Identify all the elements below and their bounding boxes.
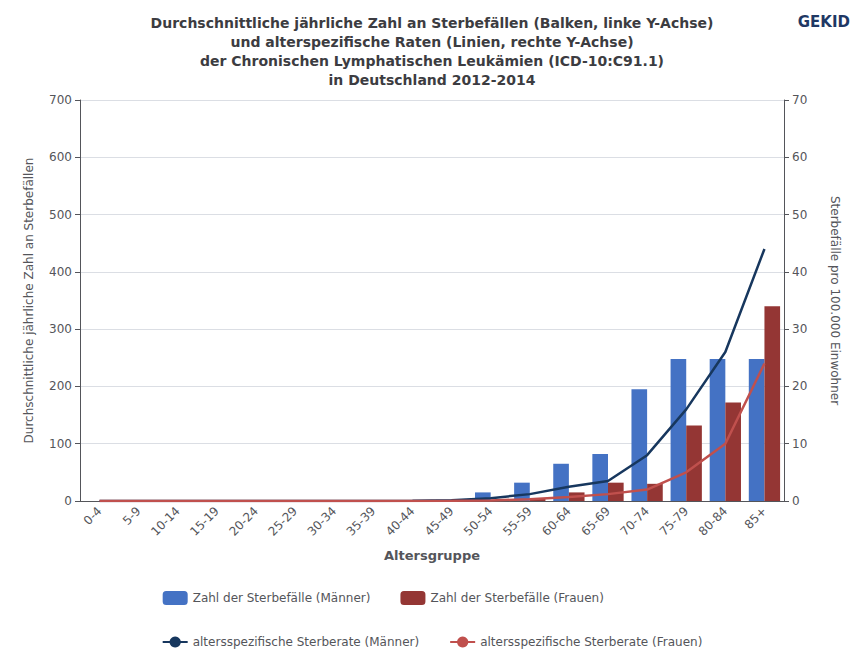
svg-text:400: 400 [49,265,72,279]
svg-text:15-19: 15-19 [187,504,222,539]
svg-text:30: 30 [792,322,807,336]
svg-text:Zahl der Sterbefälle (Frauen): Zahl der Sterbefälle (Frauen) [430,591,603,605]
svg-text:70: 70 [792,93,807,107]
svg-text:80-84: 80-84 [696,504,731,539]
svg-text:40: 40 [792,265,807,279]
svg-text:75-79: 75-79 [657,504,692,539]
svg-text:200: 200 [49,379,72,393]
svg-text:70-74: 70-74 [618,504,653,539]
svg-text:Durchschnittliche jährliche Za: Durchschnittliche jährliche Zahl an Ster… [22,158,36,444]
svg-text:der Chronischen Lymphatischen: der Chronischen Lymphatischen Leukämien … [200,53,664,69]
svg-text:0-4: 0-4 [81,504,105,528]
svg-text:5-9: 5-9 [120,504,144,528]
svg-text:GEKID: GEKID [798,13,850,31]
svg-text:60-64: 60-64 [539,504,574,539]
svg-text:20: 20 [792,379,807,393]
svg-text:500: 500 [49,208,72,222]
svg-text:60: 60 [792,150,807,164]
svg-text:0: 0 [64,494,72,508]
svg-text:0: 0 [792,494,800,508]
svg-text:10-14: 10-14 [148,504,183,539]
svg-text:55-59: 55-59 [500,504,535,539]
svg-text:700: 700 [49,93,72,107]
svg-text:25-29: 25-29 [266,504,301,539]
svg-text:35-39: 35-39 [344,504,379,539]
svg-text:85+: 85+ [742,504,770,532]
svg-text:300: 300 [49,322,72,336]
svg-text:Altersgruppe: Altersgruppe [384,548,480,563]
svg-text:45-49: 45-49 [422,504,457,539]
svg-text:600: 600 [49,150,72,164]
svg-text:30-34: 30-34 [305,504,340,539]
svg-text:altersspezifische Sterberate (: altersspezifische Sterberate (Frauen) [480,635,702,649]
svg-text:Durchschnittliche jährliche Za: Durchschnittliche jährliche Zahl an Ster… [151,15,714,31]
svg-text:Zahl der Sterbefälle (Männer): Zahl der Sterbefälle (Männer) [193,591,371,605]
svg-text:in Deutschland 2012-2014: in Deutschland 2012-2014 [329,72,536,88]
svg-text:Sterbefälle pro 100.000 Einwoh: Sterbefälle pro 100.000 Einwohner [828,196,842,405]
svg-text:100: 100 [49,437,72,451]
svg-text:altersspezifische Sterberate (: altersspezifische Sterberate (Männer) [193,635,419,649]
svg-text:50-54: 50-54 [461,504,496,539]
svg-text:und alterspezifische Raten (Li: und alterspezifische Raten (Linien, rech… [230,34,633,50]
svg-text:65-69: 65-69 [578,504,613,539]
svg-text:20-24: 20-24 [226,504,261,539]
svg-text:40-44: 40-44 [383,504,418,539]
svg-text:50: 50 [792,208,807,222]
svg-text:10: 10 [792,437,807,451]
